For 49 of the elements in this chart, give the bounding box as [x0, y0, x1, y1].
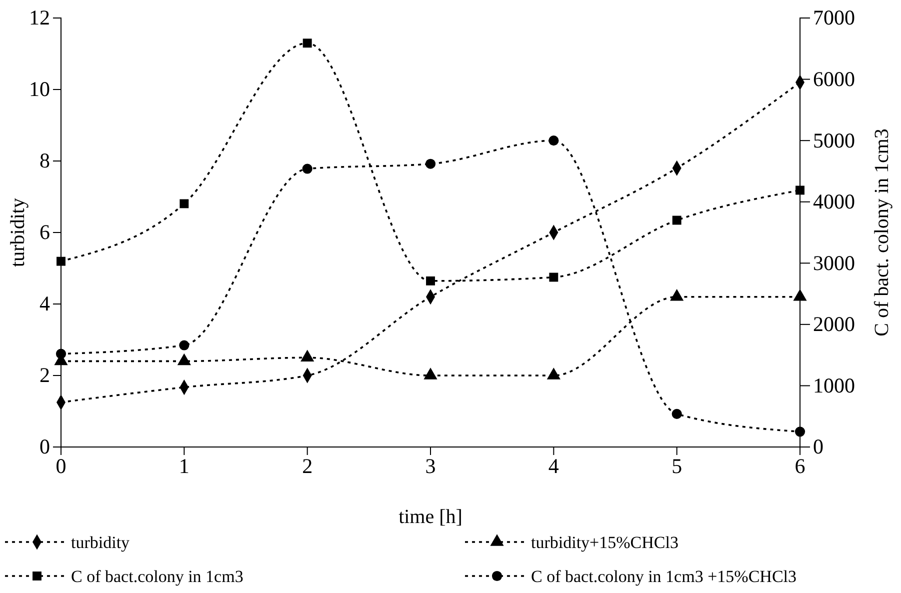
point — [300, 350, 314, 362]
point — [793, 289, 807, 301]
y-tick-label: 6 — [40, 220, 50, 244]
y2-tick-label: 6000 — [813, 67, 855, 92]
y2-tick-label: 5000 — [813, 128, 855, 152]
x-tick-label: 4 — [548, 454, 560, 478]
point — [794, 426, 806, 437]
legend-label: C of bact.colony in 1cm3 +15%CHCl3 — [531, 567, 797, 586]
point — [546, 368, 560, 380]
x-tick-label: 0 — [56, 454, 66, 478]
point — [548, 136, 559, 146]
legend-label: C of bact.colony in 1cm3 — [71, 567, 244, 586]
y-tick-label: 12 — [29, 6, 50, 30]
point — [424, 368, 438, 380]
point — [180, 199, 189, 208]
x-tick-label: 3 — [425, 454, 436, 478]
point — [672, 216, 682, 225]
point — [670, 289, 684, 301]
y2-tick-label: 7000 — [813, 6, 855, 30]
y2-tick-label: 2000 — [813, 312, 855, 336]
x-tick-label: 6 — [794, 454, 806, 478]
y2-tick-label: 4000 — [813, 190, 855, 214]
y-tick-label: 8 — [40, 148, 50, 173]
y2-tick-label: 1000 — [813, 373, 855, 398]
point — [302, 38, 312, 48]
x-tick-label: 5 — [672, 454, 682, 478]
point — [549, 272, 558, 282]
legend-label: turbidity+15%CHCl3 — [531, 533, 678, 552]
point — [56, 256, 66, 266]
point — [425, 158, 436, 169]
point — [179, 340, 190, 350]
y-tick-label: 2 — [40, 363, 50, 388]
y-tick-label: 4 — [40, 292, 50, 316]
x-tick-label: 2 — [302, 454, 313, 478]
y-axis-title: turbidity — [7, 198, 29, 267]
point — [672, 408, 682, 419]
point — [796, 186, 804, 195]
y2-axis-title: C of bact. colony in 1cm3 — [871, 128, 893, 336]
point — [56, 348, 66, 359]
x-axis-title: time [h] — [398, 506, 462, 528]
point — [426, 276, 435, 286]
y2-tick-label: 0 — [813, 434, 824, 459]
point — [302, 164, 312, 174]
y2-tick-label: 3000 — [813, 250, 855, 275]
y-tick-label: 0 — [40, 434, 50, 459]
legend-label: turbidity — [71, 533, 130, 552]
point — [177, 353, 191, 366]
y-tick-label: 10 — [29, 77, 50, 102]
x-tick-label: 1 — [178, 454, 190, 478]
